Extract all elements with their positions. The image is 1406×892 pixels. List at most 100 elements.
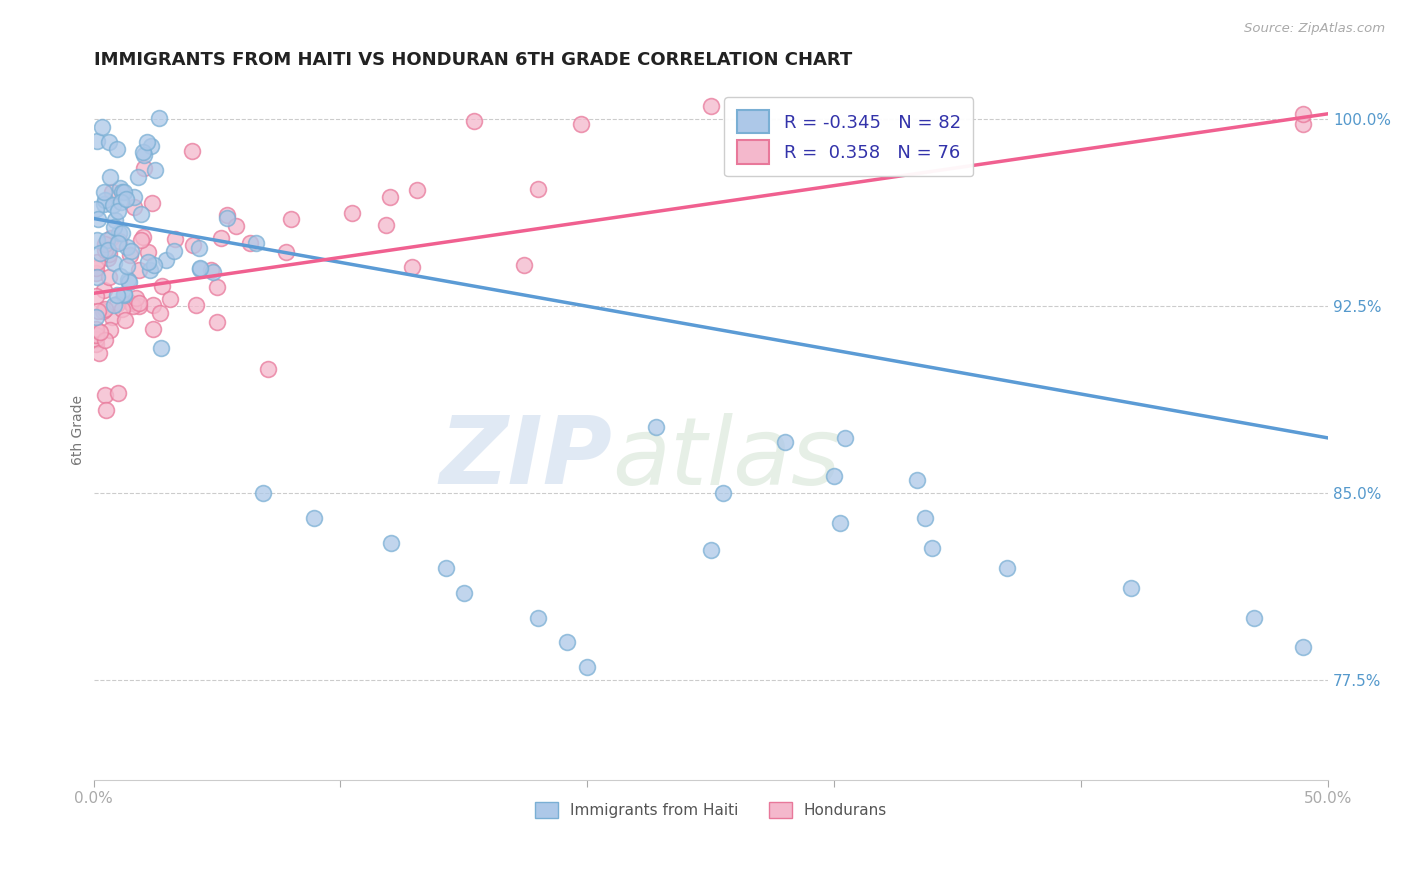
Point (101, 310, 124, 324)
Point (830, 516, 852, 531)
Point (139, 263, 162, 277)
Point (103, 256, 125, 270)
Point (139, 139, 162, 153)
Point (94, 237, 117, 252)
Point (205, 315, 228, 329)
Point (276, 245, 298, 260)
Point (256, 362, 278, 376)
Point (93, 333, 115, 347)
Point (127, 169, 149, 184)
Point (375, 218, 398, 232)
Point (181, 145, 204, 159)
Point (995, 560, 1018, 574)
Point (150, 278, 173, 293)
Point (93, 301, 115, 316)
Point (165, 232, 187, 246)
Point (112, 287, 135, 301)
Point (905, 474, 928, 488)
Point (103, 219, 125, 234)
Point (84, 289, 107, 303)
Point (107, 204, 129, 219)
Point (115, 240, 138, 254)
Point (190, 261, 212, 276)
Point (576, 660, 599, 674)
Point (84, 310, 107, 324)
Point (711, 486, 734, 500)
Point (149, 341, 172, 355)
Point (773, 435, 796, 450)
Point (89, 326, 111, 340)
Point (155, 253, 177, 268)
Point (700, 542, 723, 557)
Point (97, 243, 120, 257)
Point (148, 111, 170, 125)
Point (111, 301, 134, 316)
Point (84, 328, 107, 343)
Text: ZIP: ZIP (439, 412, 612, 504)
Point (252, 485, 274, 500)
Point (120, 248, 142, 262)
Point (1292, 640, 1315, 655)
Point (110, 185, 132, 199)
Point (121, 299, 143, 313)
Point (86, 270, 108, 285)
Point (108, 227, 131, 241)
Point (527, 181, 550, 195)
Point (143, 162, 166, 177)
Point (120, 244, 142, 258)
Point (834, 431, 856, 445)
Point (97, 135, 120, 149)
Point (84, 202, 107, 217)
Point (149, 306, 172, 320)
Point (105, 142, 128, 156)
Point (129, 207, 152, 221)
Point (215, 211, 238, 225)
Point (136, 244, 159, 259)
Point (823, 468, 845, 483)
Point (122, 200, 145, 214)
Point (114, 312, 136, 326)
Point (645, 419, 668, 434)
Point (96, 402, 118, 417)
Point (89, 346, 111, 360)
Point (103, 298, 125, 312)
Point (100, 230, 122, 244)
Point (380, 535, 402, 549)
Point (124, 190, 146, 204)
Point (142, 259, 165, 273)
Point (101, 198, 124, 212)
Y-axis label: 6th Grade: 6th Grade (72, 395, 86, 466)
Point (914, 510, 936, 524)
Point (105, 288, 128, 302)
Point (132, 229, 155, 244)
Point (115, 193, 138, 207)
Text: IMMIGRANTS FROM HAITI VS HONDURAN 6TH GRADE CORRELATION CHART: IMMIGRANTS FROM HAITI VS HONDURAN 6TH GR… (94, 51, 852, 69)
Point (1119, 581, 1142, 595)
Point (84, 266, 107, 280)
Point (700, 99, 723, 113)
Point (89, 246, 111, 260)
Point (188, 260, 211, 275)
Point (107, 236, 129, 251)
Point (132, 147, 155, 161)
Point (142, 322, 165, 336)
Point (107, 297, 129, 311)
Point (1292, 117, 1315, 131)
Point (280, 211, 302, 226)
Point (101, 185, 124, 199)
Point (225, 219, 247, 234)
Point (87, 211, 110, 226)
Point (555, 635, 578, 649)
Point (128, 299, 150, 313)
Point (463, 113, 485, 128)
Point (108, 234, 131, 248)
Text: Source: ZipAtlas.com: Source: ZipAtlas.com (1244, 22, 1385, 36)
Point (571, 117, 593, 131)
Point (200, 262, 222, 277)
Point (84, 336, 107, 351)
Point (86, 233, 108, 247)
Point (107, 385, 129, 400)
Point (110, 181, 132, 195)
Point (342, 206, 364, 220)
Point (84, 327, 107, 342)
